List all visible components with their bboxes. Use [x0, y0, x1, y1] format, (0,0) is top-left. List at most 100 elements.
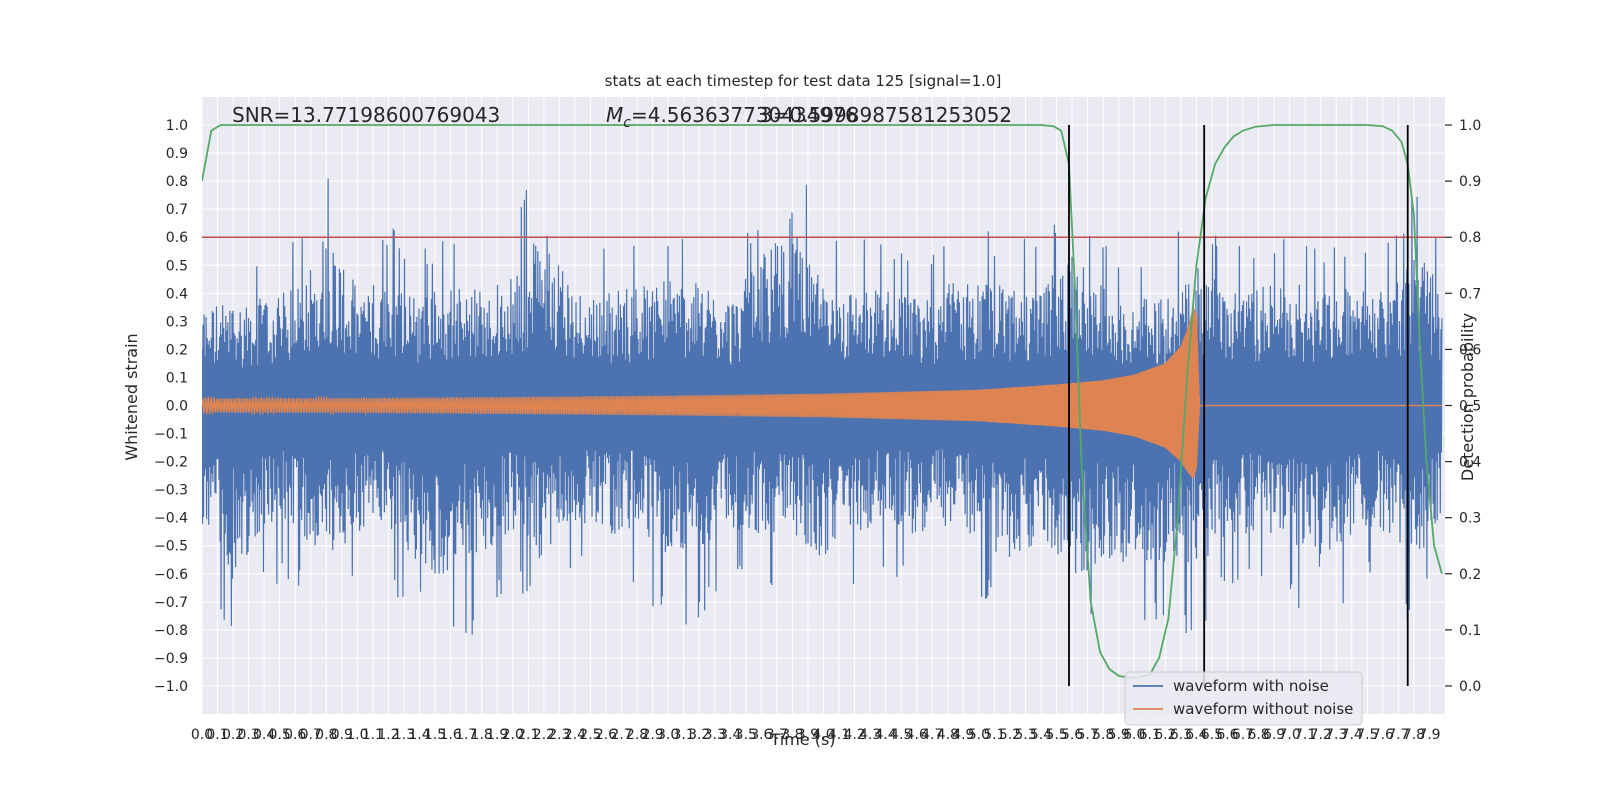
chirp-mass-symbol: M: [606, 103, 623, 127]
y-tick-label: −0.5: [154, 539, 188, 555]
x-tick-label: 0.5: [269, 727, 291, 743]
x-tick-label: 6.4: [1185, 727, 1207, 743]
y2-tick-label: 0.8: [1459, 230, 1481, 246]
y-axis-label: Whitened strain: [122, 333, 141, 460]
chirp-mass-annotation: Mc=4.563637730434976: [606, 103, 858, 131]
x-tick-label: 1.4: [408, 727, 430, 743]
x-tick-label: 3.4: [719, 727, 741, 743]
y-tick-label: 0.4: [166, 286, 188, 302]
x-tick-label: 4.7: [921, 727, 943, 743]
x-tick-label: 0.0: [191, 727, 213, 743]
y-tick-label: 0.3: [166, 314, 188, 330]
y-tick-labels: −1.0 −0.9 −0.8 −0.7 −0.6 −0.5 −0.4 −0.3 −0.2 −0.1…: [154, 118, 188, 695]
x-tick-label: 5.2: [999, 727, 1021, 743]
x-tick-label: 6.9: [1263, 727, 1285, 743]
x-tick-label: 4.0: [812, 727, 834, 743]
x-tick-label: 0.6: [284, 727, 306, 743]
x-tick-label: 6.0: [1123, 727, 1145, 743]
y-tick-label: −0.3: [154, 483, 188, 499]
x-tick-label: 5.6: [1061, 727, 1083, 743]
x-tick-label: 0.9: [331, 727, 353, 743]
y2-tick-label: 0.1: [1459, 623, 1481, 639]
x-tick-label: 1.7: [455, 727, 477, 743]
x-tick-label: 0.8: [315, 727, 337, 743]
x-tick-label: 0.3: [237, 727, 259, 743]
x-tick-label: 5.1: [983, 727, 1005, 743]
y-tick-label: −0.6: [154, 567, 188, 583]
series-waveform-without-noise: [202, 307, 1442, 479]
y-tick-label: −0.9: [154, 651, 188, 667]
x-tick-label: 3.5: [735, 727, 757, 743]
x-tick-label: 1.5: [424, 727, 446, 743]
x-tick-label: 6.7: [1232, 727, 1254, 743]
x-tick-label: 7.7: [1387, 727, 1409, 743]
x-tick-label: 5.4: [1030, 727, 1052, 743]
x-tick-label: 3.7: [766, 727, 788, 743]
x-tick-label: 5.8: [1092, 727, 1114, 743]
x-tick-label: 5.5: [1045, 727, 1067, 743]
y-tick-label: −0.8: [154, 623, 188, 639]
series-waveform-with-noise: [202, 178, 1443, 635]
x-tick-label: 6.2: [1154, 727, 1176, 743]
y-tick-label: 0.9: [166, 146, 188, 162]
x-tick-label: 0.7: [300, 727, 322, 743]
x-tick-label: 2.1: [517, 727, 539, 743]
x-tick-label: 2.0: [502, 727, 524, 743]
y2-tick-label: 0.7: [1459, 286, 1481, 302]
legend-label-noise: waveform with noise: [1173, 677, 1329, 695]
chart-title: stats at each timestep for test data 125…: [605, 72, 1002, 90]
y-tick-label: 0.2: [166, 342, 188, 358]
x-tick-label: 1.2: [377, 727, 399, 743]
x-tick-label: 4.9: [952, 727, 974, 743]
y2-tick-label: 0.3: [1459, 511, 1481, 527]
x-tick-label: 7.3: [1325, 727, 1347, 743]
y-tick-label: −0.4: [154, 511, 188, 527]
legend-label-clean: waveform without noise: [1173, 700, 1353, 718]
x-tick-label: 7.8: [1403, 727, 1425, 743]
x-tick-label: 4.6: [906, 727, 928, 743]
x-tick-label: 7.4: [1341, 727, 1363, 743]
x-tick-label: 5.9: [1108, 727, 1130, 743]
x-tick-label: 2.9: [641, 727, 663, 743]
x-tick-label: 3.8: [781, 727, 803, 743]
y-tick-label: 1.0: [166, 118, 188, 134]
y-tick-label: 0.5: [166, 258, 188, 274]
x-tick-label: 3.9: [797, 727, 819, 743]
series-layer: [202, 124, 1445, 686]
y-tick-label: 0.7: [166, 202, 188, 218]
x-tick-label: 0.2: [222, 727, 244, 743]
y2-axis-label: Detection probability: [1458, 313, 1477, 481]
x-tick-label: 3.1: [673, 727, 695, 743]
x-tick-label: 3.0: [657, 727, 679, 743]
y-tick-label: −1.0: [154, 679, 188, 695]
y-tick-label: −0.2: [154, 455, 188, 471]
y-tick-label: 0.0: [166, 399, 188, 415]
x-tick-label: 0.1: [206, 727, 228, 743]
x-tick-label: 2.7: [610, 727, 632, 743]
x-tick-label: 2.2: [533, 727, 555, 743]
snr-annotation: SNR=13.77198600769043: [232, 103, 500, 127]
x-tick-label: 4.3: [859, 727, 881, 743]
x-tick-label: 6.5: [1201, 727, 1223, 743]
y2-tick-label: 0.6: [1459, 342, 1481, 358]
x-tick-label: 6.6: [1216, 727, 1238, 743]
y-tick-label: −0.1: [154, 427, 188, 443]
x-tick-label: 7.2: [1310, 727, 1332, 743]
x-tick-label: 2.8: [626, 727, 648, 743]
legend-box: [1124, 671, 1363, 726]
chirp-mass-value: =4.563637730434976: [631, 103, 858, 127]
x-tick-labels: 0.00.10.20.30.40.50.60.70.80.91.01.11.21…: [191, 727, 1441, 743]
y2-tick-label: 1.0: [1459, 118, 1481, 134]
x-tick-label: 6.1: [1139, 727, 1161, 743]
x-tick-label: 2.3: [548, 727, 570, 743]
x-tick-label: 1.6: [439, 727, 461, 743]
x-tick-label: 5.3: [1014, 727, 1036, 743]
x-tick-label: 2.5: [579, 727, 601, 743]
x-tick-label: 4.8: [937, 727, 959, 743]
x-axis-label: Time (s): [769, 730, 835, 749]
x-tick-label: 7.1: [1294, 727, 1316, 743]
x-tick-label: 3.3: [704, 727, 726, 743]
x-tick-label: 4.2: [843, 727, 865, 743]
x-tick-label: 6.3: [1170, 727, 1192, 743]
